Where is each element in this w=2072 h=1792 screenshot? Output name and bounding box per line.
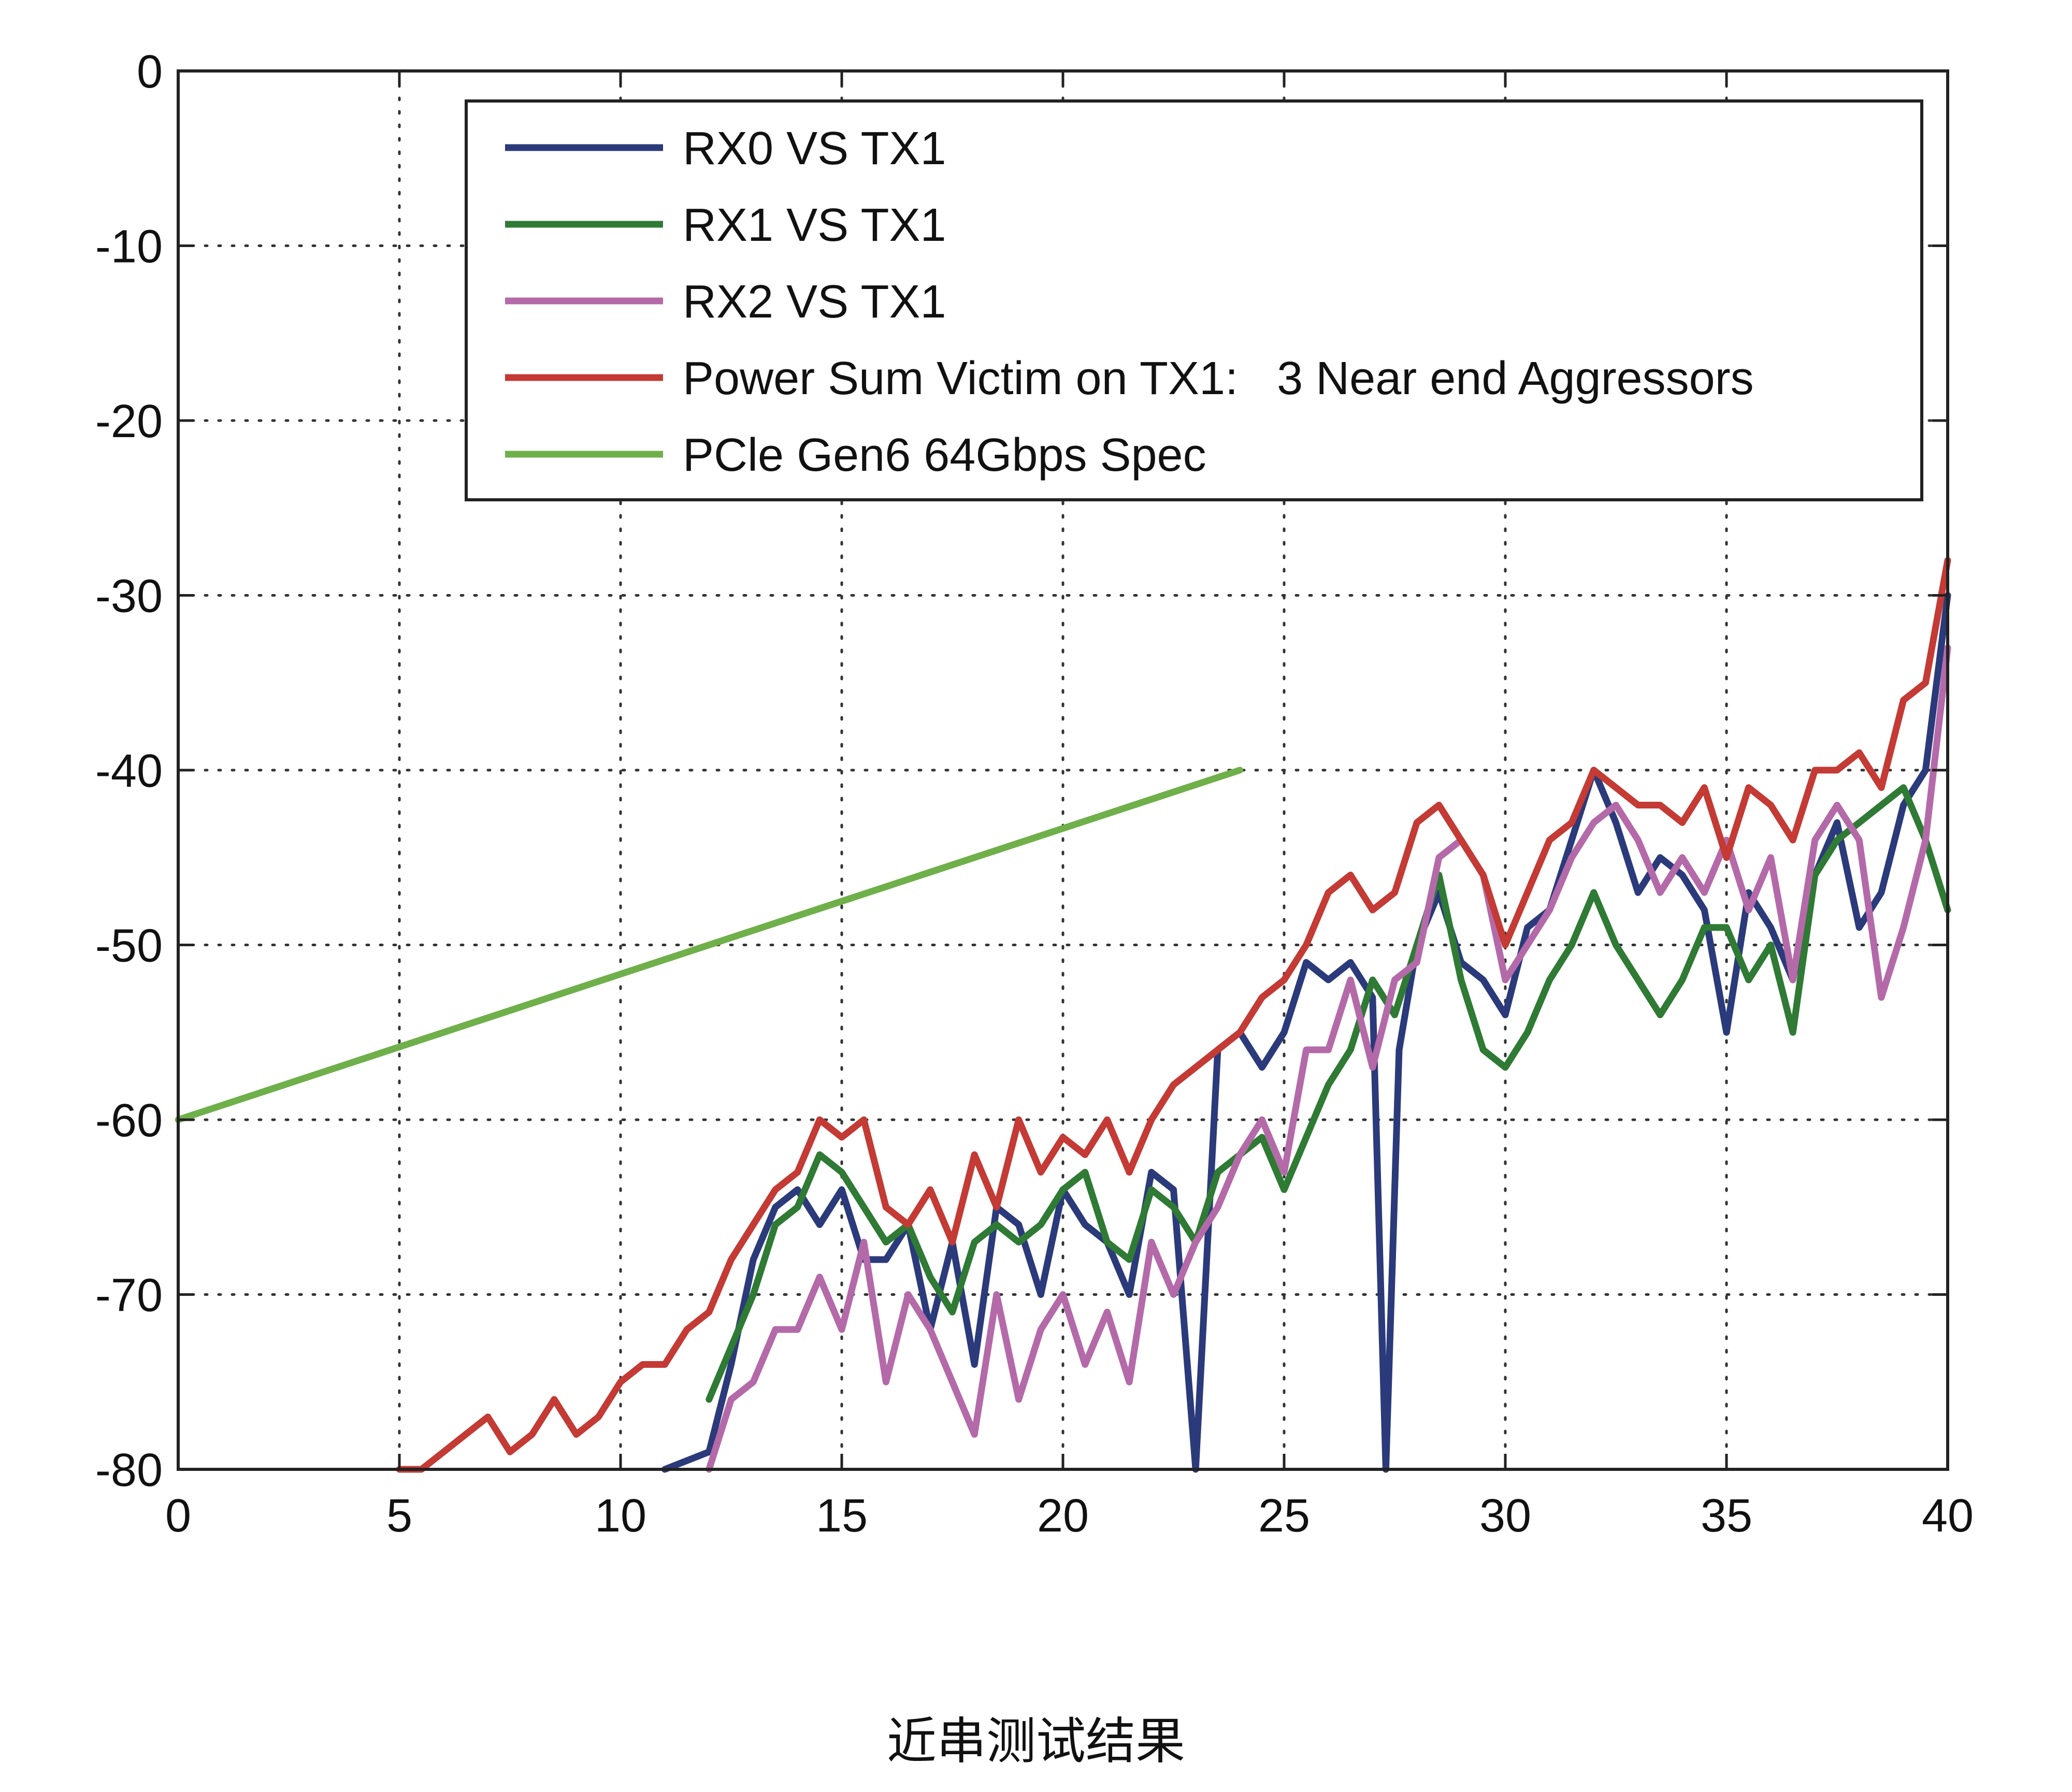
legend-box <box>465 99 1923 501</box>
legend: RX0 VS TX1 RX1 VS TX1 RX2 VS TX1 Power Sum … <box>465 99 1923 501</box>
y-tick-label: -60 <box>95 1095 163 1147</box>
x-tick-label: 35 <box>1701 1490 1752 1542</box>
x-tick-label: 5 <box>386 1490 412 1542</box>
series-line-2 <box>706 644 1951 1473</box>
x-tick-label: 20 <box>1037 1490 1089 1542</box>
x-tick-label: 0 <box>165 1490 191 1542</box>
y-tick-label: -50 <box>95 920 163 972</box>
legend-label-4: PCle Gen6 64Gbps Spec <box>683 429 1206 481</box>
x-tick-label: 30 <box>1479 1490 1531 1542</box>
series-line-4 <box>175 767 1244 1123</box>
y-tick-label: -10 <box>95 221 163 273</box>
x-tick-label: 15 <box>816 1490 868 1542</box>
grid <box>177 69 1949 1471</box>
y-tick-label: -70 <box>95 1270 163 1322</box>
x-tick-label: 25 <box>1258 1490 1310 1542</box>
series-group <box>175 557 1951 1473</box>
legend-label-2: RX2 VS TX1 <box>683 276 946 328</box>
legend-label-0: RX0 VS TX1 <box>683 123 946 175</box>
legend-label-3: Power Sum Victim on TX1: 3 Near end Aggr… <box>683 353 1754 404</box>
y-tick-label: 0 <box>137 46 163 98</box>
y-tick-label: -20 <box>95 396 163 447</box>
ticks: 0 5 10 15 20 25 30 35 40 0 -10 -20 -30 -40 -50 -60 -70 -8… <box>95 46 1974 1542</box>
y-tick-label: -80 <box>95 1444 163 1496</box>
series-line-1 <box>706 784 1951 1403</box>
legend-label-1: RX1 VS TX1 <box>683 199 946 251</box>
y-tick-label: -30 <box>95 571 163 623</box>
series-line-3 <box>396 557 1951 1473</box>
x-tick-label: 40 <box>1922 1490 1974 1542</box>
chart-caption: 近串测试结果 <box>887 1712 1185 1770</box>
series-line-0 <box>661 592 1951 1473</box>
y-tick-label: -40 <box>95 745 163 797</box>
x-tick-label: 10 <box>595 1490 646 1542</box>
